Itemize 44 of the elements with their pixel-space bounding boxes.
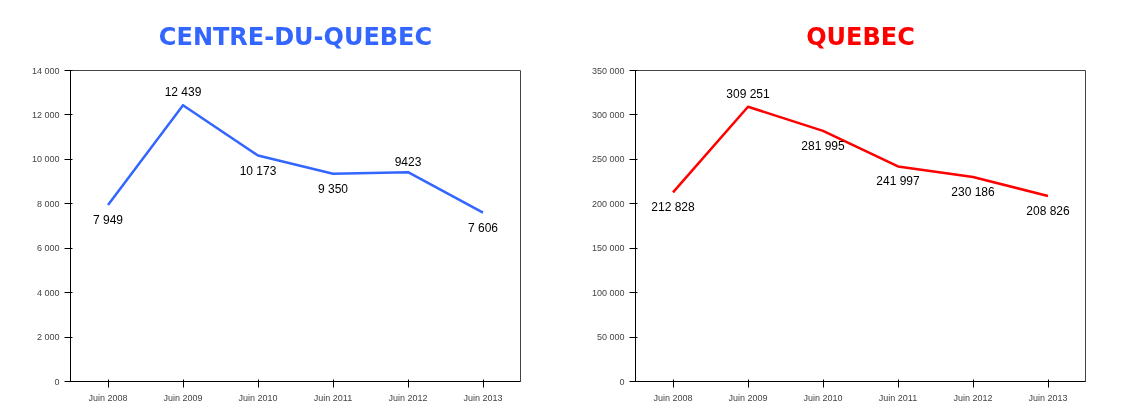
x-tick-label: Juin 2012 <box>953 392 993 403</box>
data-label: 241 997 <box>876 174 921 189</box>
data-label: 9 350 <box>317 181 349 196</box>
y-tick-label: 100 000 <box>591 287 625 298</box>
y-tick-label: 300 000 <box>591 109 625 120</box>
data-label: 281 995 <box>801 138 846 153</box>
data-label: 230 186 <box>951 184 996 199</box>
x-tick-label: Juin 2011 <box>313 392 353 403</box>
y-tick-label: 150 000 <box>591 243 625 254</box>
x-tick-label: Juin 2011 <box>878 392 918 403</box>
y-tick-label: 14 000 <box>31 65 60 76</box>
data-label: 7 949 <box>92 212 124 227</box>
y-tick-label: 8 000 <box>36 198 60 209</box>
y-tick-label: 0 <box>54 376 60 387</box>
y-tick-label: 6 000 <box>36 243 60 254</box>
data-label: 12 439 <box>164 85 202 100</box>
line-series <box>671 105 1050 198</box>
chart-title: CENTRE-DU-QUEBEC <box>158 22 433 51</box>
y-tick-label: 12 000 <box>31 109 60 120</box>
y-tick-label: 2 000 <box>36 332 60 343</box>
line-series <box>106 103 485 214</box>
y-tick-label: 250 000 <box>591 154 625 165</box>
x-tick-label: Juin 2008 <box>88 392 128 403</box>
x-tick-label: Juin 2012 <box>388 392 428 403</box>
x-tick-label: Juin 2010 <box>803 392 843 403</box>
x-tick-label: Juin 2009 <box>163 392 203 403</box>
y-tick-label: 50 000 <box>596 332 625 343</box>
x-tick-label: Juin 2013 <box>1028 392 1068 403</box>
data-label: 10 173 <box>239 163 277 178</box>
x-tick-label: Juin 2008 <box>653 392 693 403</box>
chart-title: QUEBEC <box>806 22 915 51</box>
x-tick-label: Juin 2009 <box>728 392 768 403</box>
y-tick-label: 200 000 <box>591 198 625 209</box>
data-label: 9423 <box>394 155 422 170</box>
data-label: 309 251 <box>726 86 771 101</box>
x-tick-label: Juin 2010 <box>238 392 278 403</box>
data-label: 208 826 <box>1026 203 1071 218</box>
y-tick-label: 4 000 <box>36 287 60 298</box>
data-label: 212 828 <box>651 200 696 215</box>
y-tick-label: 0 <box>619 376 625 387</box>
y-tick-label: 350 000 <box>591 65 625 76</box>
data-label: 7 606 <box>467 220 499 235</box>
y-tick-label: 10 000 <box>31 154 60 165</box>
x-tick-label: Juin 2013 <box>463 392 503 403</box>
